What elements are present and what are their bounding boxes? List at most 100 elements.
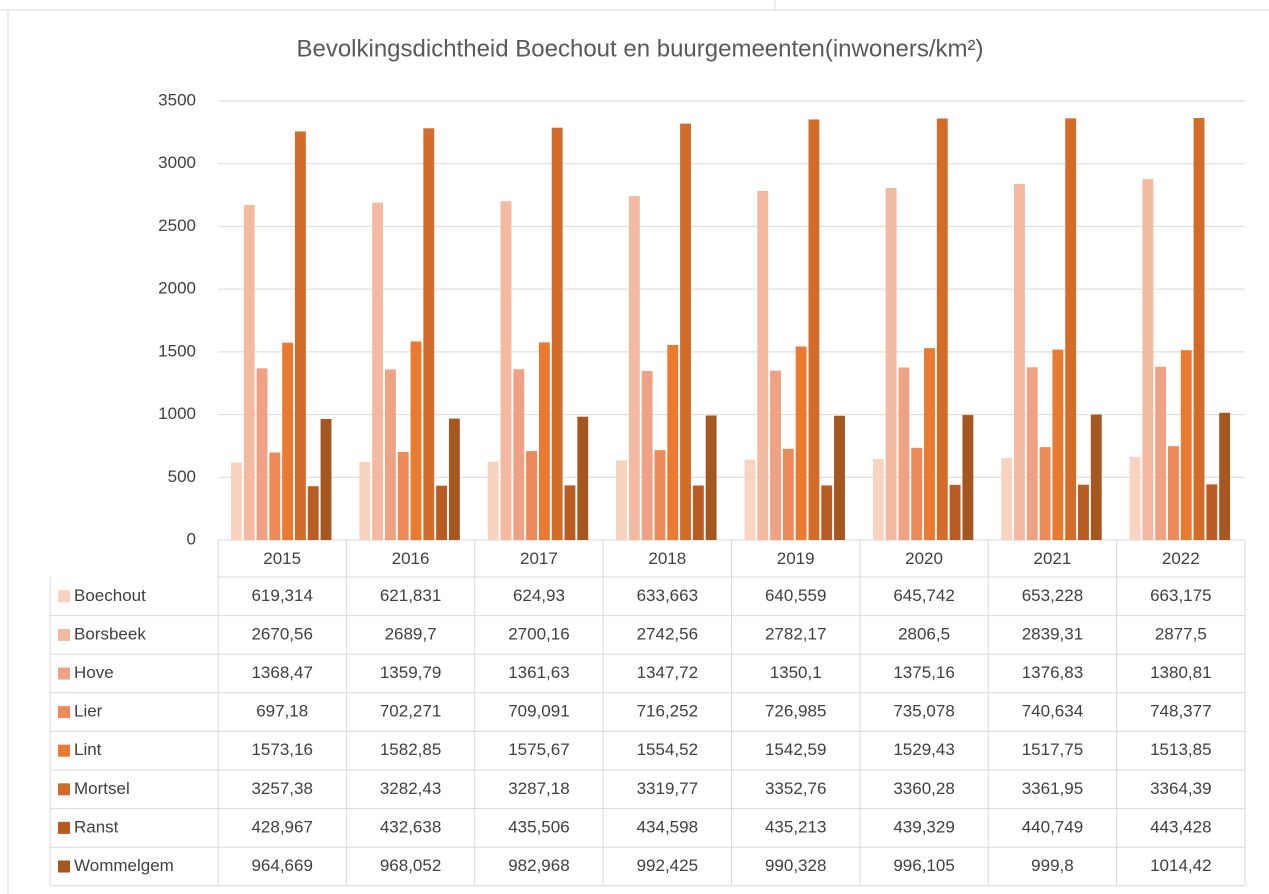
bar bbox=[423, 128, 435, 540]
table-value: 1380,81 bbox=[1150, 663, 1211, 682]
bar bbox=[616, 460, 628, 540]
legend-swatch bbox=[58, 667, 70, 680]
bar bbox=[872, 459, 884, 540]
x-tick-label: 2022 bbox=[1162, 549, 1200, 568]
table-value: 964,669 bbox=[251, 856, 312, 875]
table-value: 697,18 bbox=[256, 702, 308, 721]
legend-swatch bbox=[58, 706, 70, 719]
table-value: 1513,85 bbox=[1150, 740, 1211, 759]
table-value: 2689,7 bbox=[385, 624, 437, 643]
legend-swatch bbox=[58, 590, 70, 603]
table-value: 1375,16 bbox=[893, 663, 954, 682]
table-value: 709,091 bbox=[508, 702, 569, 721]
table-value: 440,749 bbox=[1022, 817, 1083, 836]
table-value: 2670,56 bbox=[251, 624, 312, 643]
bar bbox=[641, 370, 653, 540]
table-value: 1347,72 bbox=[637, 663, 698, 682]
x-tick-label: 2019 bbox=[777, 549, 815, 568]
table-value: 1376,83 bbox=[1022, 663, 1083, 682]
legend-label: Boechout bbox=[74, 586, 146, 605]
legend-swatch bbox=[58, 628, 70, 641]
bar bbox=[256, 368, 268, 540]
y-tick-label: 1500 bbox=[158, 341, 196, 360]
bar bbox=[448, 418, 460, 540]
table-value: 992,425 bbox=[637, 856, 698, 875]
x-tick-label: 2020 bbox=[905, 549, 943, 568]
legend-swatch bbox=[58, 783, 70, 796]
bar bbox=[513, 369, 525, 540]
bar bbox=[757, 191, 769, 541]
bar bbox=[1090, 414, 1102, 540]
table-value: 990,328 bbox=[765, 856, 826, 875]
table-value: 2877,5 bbox=[1155, 624, 1207, 643]
table-value: 1014,42 bbox=[1150, 856, 1211, 875]
bar bbox=[282, 342, 294, 540]
table-value: 435,213 bbox=[765, 817, 826, 836]
bar bbox=[834, 415, 845, 540]
x-tick-label: 2015 bbox=[263, 549, 301, 568]
table-value: 1517,75 bbox=[1022, 740, 1083, 759]
table-value: 621,831 bbox=[380, 586, 441, 605]
bar bbox=[1014, 183, 1025, 541]
table-value: 1529,43 bbox=[893, 740, 954, 759]
table-value: 1575,67 bbox=[508, 740, 569, 759]
bar bbox=[821, 485, 833, 540]
table-value: 3360,28 bbox=[893, 779, 954, 798]
table-value: 1542,59 bbox=[765, 740, 826, 759]
bar bbox=[487, 461, 499, 540]
bar bbox=[1129, 456, 1141, 540]
table-value: 1582,85 bbox=[380, 740, 441, 759]
legend-swatch bbox=[58, 821, 70, 834]
table-value: 1368,47 bbox=[251, 663, 312, 682]
legend-swatch bbox=[58, 860, 70, 873]
table-value: 982,968 bbox=[508, 856, 569, 875]
legend-label: Hove bbox=[74, 663, 114, 682]
bar bbox=[1193, 118, 1205, 540]
table-value: 624,93 bbox=[513, 586, 565, 605]
bar bbox=[294, 131, 306, 541]
bar bbox=[1168, 446, 1179, 540]
bar bbox=[1219, 412, 1231, 540]
table-value: 663,175 bbox=[1150, 586, 1211, 605]
bar bbox=[911, 447, 923, 540]
chart-title: Bevolkingsdichtheid Boechout en buurgeme… bbox=[296, 35, 983, 62]
bar bbox=[1142, 179, 1154, 540]
table-value: 3282,43 bbox=[380, 779, 441, 798]
table-value: 735,078 bbox=[893, 702, 954, 721]
bar bbox=[1052, 349, 1064, 540]
bar bbox=[1078, 484, 1089, 540]
bar bbox=[436, 485, 448, 540]
x-tick-label: 2021 bbox=[1034, 549, 1072, 568]
table-value: 2700,16 bbox=[508, 624, 569, 643]
bar bbox=[924, 348, 935, 540]
bar bbox=[628, 196, 640, 540]
bar bbox=[1206, 484, 1218, 540]
bar bbox=[770, 370, 781, 540]
legend-label: Mortsel bbox=[74, 779, 130, 798]
bar bbox=[231, 462, 242, 540]
bar bbox=[384, 369, 396, 540]
x-tick-label: 2016 bbox=[392, 549, 430, 568]
table-value: 726,985 bbox=[765, 702, 826, 721]
x-tick-label: 2018 bbox=[648, 549, 686, 568]
table-value: 3352,76 bbox=[765, 779, 826, 798]
bar bbox=[359, 462, 371, 540]
table-value: 2839,31 bbox=[1022, 624, 1083, 643]
table-value: 2806,5 bbox=[898, 624, 950, 643]
bar bbox=[936, 118, 948, 541]
table-value: 1350,1 bbox=[770, 663, 822, 682]
table-value: 3364,39 bbox=[1150, 779, 1211, 798]
bar bbox=[551, 127, 563, 540]
bar bbox=[1001, 458, 1013, 540]
legend-label: Ranst bbox=[74, 817, 119, 836]
bar bbox=[898, 367, 910, 540]
table-value: 645,742 bbox=[893, 586, 954, 605]
bar bbox=[808, 119, 820, 540]
bar bbox=[577, 416, 589, 540]
legend-label: Lint bbox=[74, 740, 102, 759]
table-value: 640,559 bbox=[765, 586, 826, 605]
table-value: 748,377 bbox=[1150, 702, 1211, 721]
bar bbox=[1039, 447, 1051, 540]
